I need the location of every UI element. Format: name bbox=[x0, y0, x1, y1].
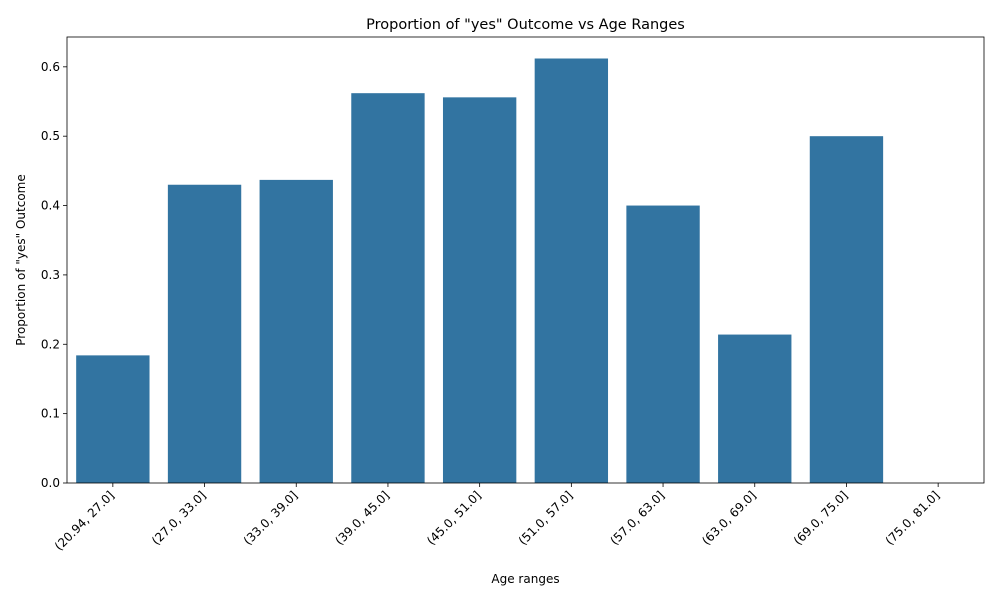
bar-7 bbox=[718, 334, 792, 483]
bar-0 bbox=[76, 355, 150, 483]
bar-6 bbox=[626, 205, 700, 483]
plot-area bbox=[76, 58, 884, 484]
y-tick-label: 0.3 bbox=[41, 268, 60, 282]
bar-2 bbox=[259, 179, 333, 483]
axes-frame bbox=[66, 36, 985, 484]
bar-1 bbox=[167, 184, 242, 484]
bar-3 bbox=[351, 93, 425, 483]
y-axis-label: Proportion of "yes" Outcome bbox=[14, 174, 28, 345]
y-tick-label: 0.1 bbox=[41, 407, 60, 421]
y-tick-label: 0.4 bbox=[41, 199, 60, 213]
y-tick-label: 0.2 bbox=[41, 337, 60, 351]
y-tick-label: 0.6 bbox=[41, 60, 60, 74]
y-tick-label: 0.5 bbox=[41, 129, 60, 143]
bar-4 bbox=[442, 97, 517, 484]
bar-5 bbox=[534, 58, 609, 484]
chart-title: Proportion of "yes" Outcome vs Age Range… bbox=[366, 17, 685, 33]
y-tick-label: 0.0 bbox=[41, 476, 60, 490]
y-axis-ticks: 0.0 0.1 0.2 0.3 0.4 0.5 0.6 bbox=[41, 60, 67, 490]
x-axis-label: Age ranges bbox=[491, 572, 559, 586]
bar-8 bbox=[809, 136, 884, 484]
